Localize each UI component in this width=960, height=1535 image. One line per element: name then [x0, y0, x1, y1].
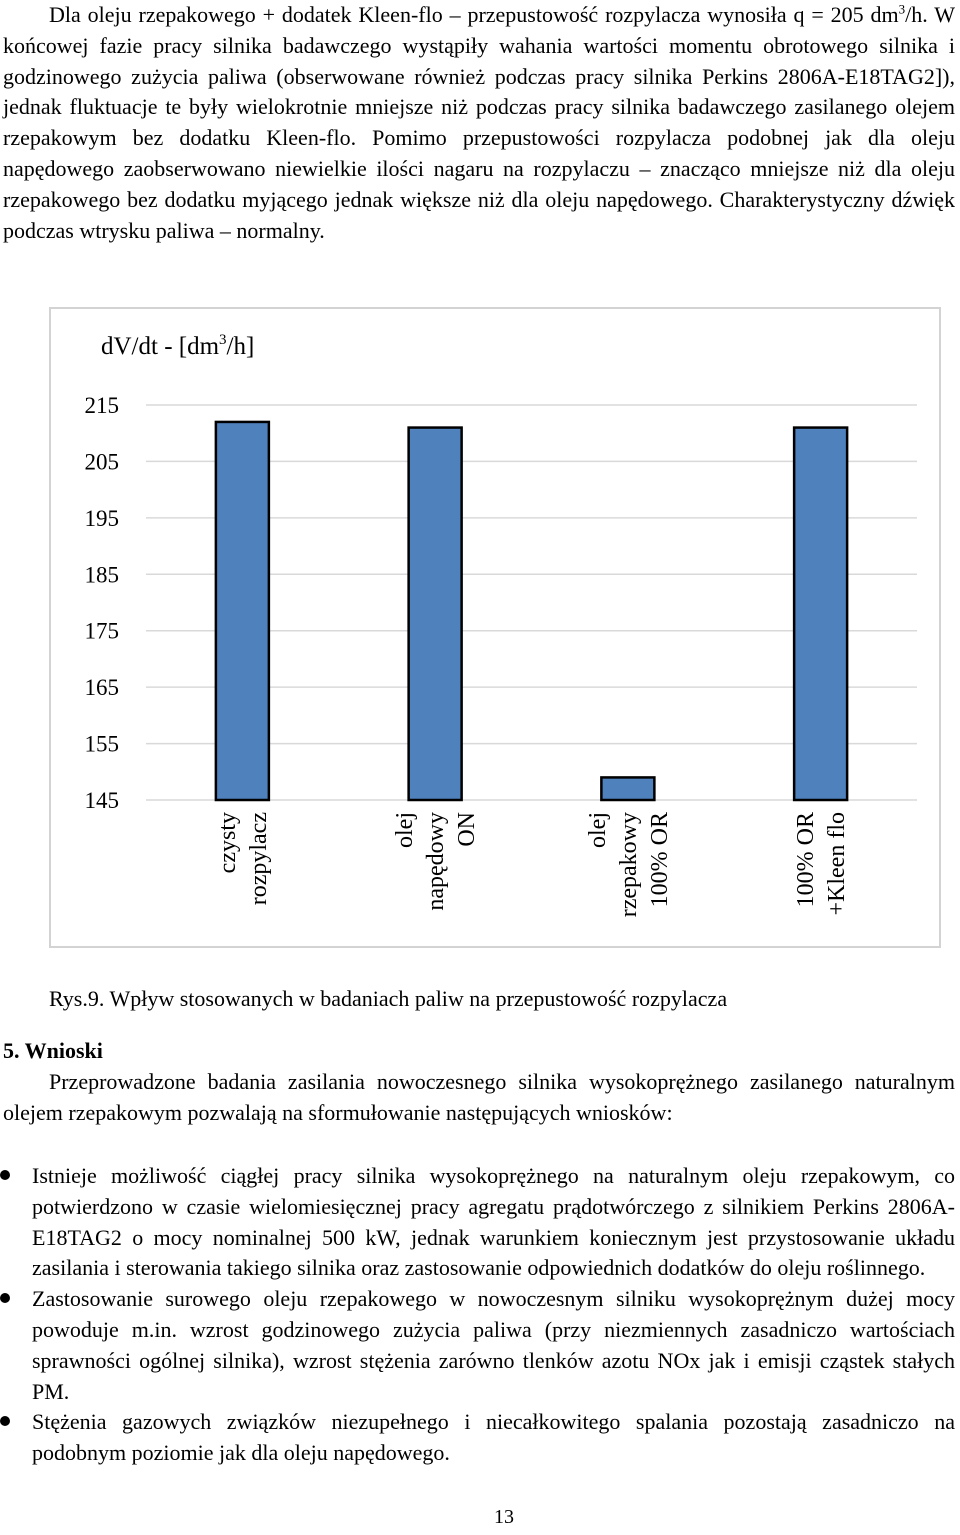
- list-item: Zastosowanie surowego oleju rzepakowego …: [0, 1284, 955, 1407]
- paragraph-text-end: /h. W końcowej fazie pracy silnika badaw…: [3, 2, 955, 243]
- y-tick-label: 175: [85, 619, 120, 644]
- x-category-label-line: czysty: [215, 812, 241, 873]
- y-tick-label: 195: [85, 506, 120, 531]
- bullet-icon: [0, 1170, 10, 1180]
- figure-caption: Rys.9. Wpływ stosowanych w badaniach pal…: [49, 986, 728, 1011]
- x-category-label-line: olej: [392, 812, 418, 848]
- x-category-label-line: rozpylacz: [246, 812, 272, 905]
- y-tick-label: 185: [85, 562, 120, 587]
- superscript-3: 3: [898, 1, 906, 17]
- list-item-text: Stężenia gazowych związków niezupełnego …: [32, 1409, 955, 1466]
- x-category-label-line: napędowy: [423, 812, 449, 911]
- chart-title: dV/dt - [dm3/h]: [101, 332, 254, 360]
- y-tick-label: 165: [85, 675, 120, 700]
- x-category-label-line: +Kleen flo: [824, 812, 850, 916]
- x-category-label: 100% OR +Kleen flo: [793, 812, 850, 916]
- paragraph-text-start: Dla oleju rzepakowego + dodatek Kleen-fl…: [49, 2, 899, 27]
- list-item-text: Istnieje możliwość ciągłej pracy silnika…: [32, 1163, 955, 1281]
- bar: [407, 426, 463, 802]
- list-item: Stężenia gazowych związków niezupełnego …: [0, 1407, 955, 1469]
- conclusions-list: Istnieje możliwość ciągłej pracy silnika…: [0, 1161, 955, 1469]
- x-category-label-line: 100% OR: [793, 812, 819, 907]
- y-tick-label: 205: [85, 449, 120, 474]
- bar: [792, 426, 849, 802]
- x-category-label-line: rzepakowy: [616, 812, 642, 917]
- y-tick-label: 145: [85, 788, 120, 813]
- bullet-icon: [0, 1293, 10, 1304]
- x-category-label-line: olej: [585, 812, 611, 848]
- bullet-icon: [0, 1416, 10, 1427]
- x-category-label-line: 100% OR: [647, 812, 673, 907]
- bar: [214, 420, 271, 802]
- y-tick-label: 155: [85, 732, 120, 757]
- x-category-label-line: ON: [454, 812, 480, 847]
- list-item-text: Zastosowanie surowego oleju rzepakowego …: [32, 1286, 955, 1404]
- y-tick-label: 215: [85, 393, 120, 418]
- list-item: Istnieje możliwość ciągłej pracy silnika…: [0, 1161, 955, 1284]
- section-title: 5. Wnioski: [3, 1038, 103, 1063]
- x-category-label: olej rzepakowy 100% OR: [585, 812, 673, 917]
- x-category-label: olej napędowy ON: [392, 812, 480, 911]
- x-category-label: czysty rozpylacz: [215, 812, 272, 905]
- page-number: 13: [494, 1506, 514, 1528]
- chart-container: dV/dt - [dm3/h] 215 205 195 185 175 165 155 145 c…: [49, 307, 941, 948]
- bar-chart: dV/dt - [dm3/h] 215 205 195 185 175 165 155 145 c…: [85, 332, 917, 917]
- bar: [600, 776, 656, 802]
- paragraph-fuel-observations: Dla oleju rzepakowego + dodatek Kleen-fl…: [3, 0, 955, 246]
- section-intro: Przeprowadzone badania zasilania nowocze…: [3, 1069, 955, 1125]
